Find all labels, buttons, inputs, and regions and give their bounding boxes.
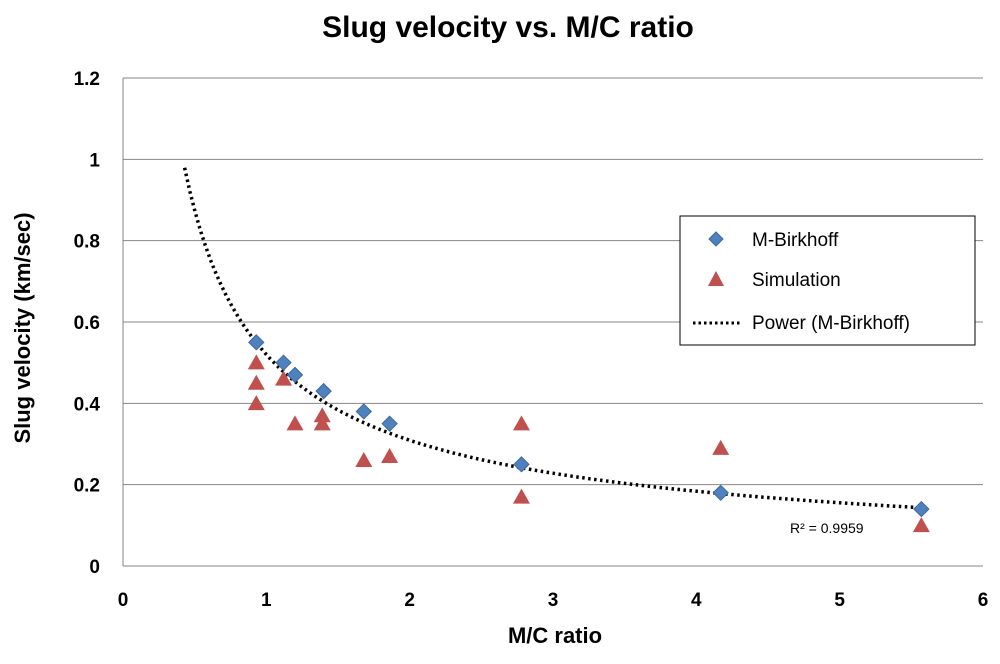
x-tick-label: 4 [691,590,702,611]
data-points [247,334,930,533]
point-simulation [512,488,530,504]
point-simulation [381,447,399,463]
point-simulation [355,452,373,468]
point-simulation [247,395,265,411]
legend-label-power: Power (M-Birkhoff) [752,313,910,334]
point-m-birkhoff [315,382,332,400]
x-tick-label: 6 [978,590,989,611]
point-simulation [286,415,304,431]
x-tick-label: 0 [118,590,129,611]
point-simulation [313,415,331,431]
y-tick-label: 0 [89,557,100,578]
x-tick-label: 5 [834,590,845,611]
axes: 0 0.2 0.4 0.6 0.8 1 1.2 0 1 2 3 4 5 6 [74,69,989,611]
point-m-birkhoff [248,334,265,351]
legend-diamond-marker [708,231,724,247]
point-simulation [712,439,730,455]
point-simulation [247,374,265,390]
point-m-birkhoff [381,415,398,432]
legend: M-Birkhoff Simulation Power (M-Birkhoff) [679,215,976,346]
x-axis-label: M/C ratio [508,623,602,648]
r-squared-label: R² = 0.9959 [790,520,864,536]
y-axis-label: Slug velocity (km/sec) [10,212,35,443]
point-simulation [247,354,265,370]
point-m-birkhoff [286,366,304,384]
x-tick-label: 3 [548,590,559,611]
chart-title: Slug velocity vs. M/C ratio [322,11,694,44]
point-simulation [512,415,530,431]
legend-box [679,215,976,346]
y-tick-label: 1 [89,150,100,171]
x-tick-label: 1 [261,590,272,611]
point-m-birkhoff [513,456,530,473]
grid [123,77,983,486]
point-simulation [275,370,293,386]
legend-item-simulation: Simulation [708,270,841,291]
y-tick-label: 1.2 [74,69,100,90]
y-tick-label: 0.2 [74,476,100,497]
legend-label-simulation: Simulation [752,270,841,291]
x-tick-label: 2 [404,590,415,611]
point-m-birkhoff [913,500,930,518]
point-m-birkhoff [355,403,373,420]
y-tick-label: 0.8 [74,232,100,253]
legend-item-power: Power (M-Birkhoff) [693,313,910,334]
trendline [182,167,922,510]
y-tick-label: 0.4 [74,394,101,415]
point-simulation [912,517,930,533]
legend-label-m-birkhoff: M-Birkhoff [752,230,839,251]
y-tick-label: 0.6 [74,313,100,334]
point-m-birkhoff [712,484,729,502]
point-m-birkhoff [275,354,292,371]
power-trendline [182,167,922,510]
point-simulation [313,407,331,423]
legend-triangle-marker [708,271,724,286]
legend-item-m-birkhoff: M-Birkhoff [708,230,839,251]
